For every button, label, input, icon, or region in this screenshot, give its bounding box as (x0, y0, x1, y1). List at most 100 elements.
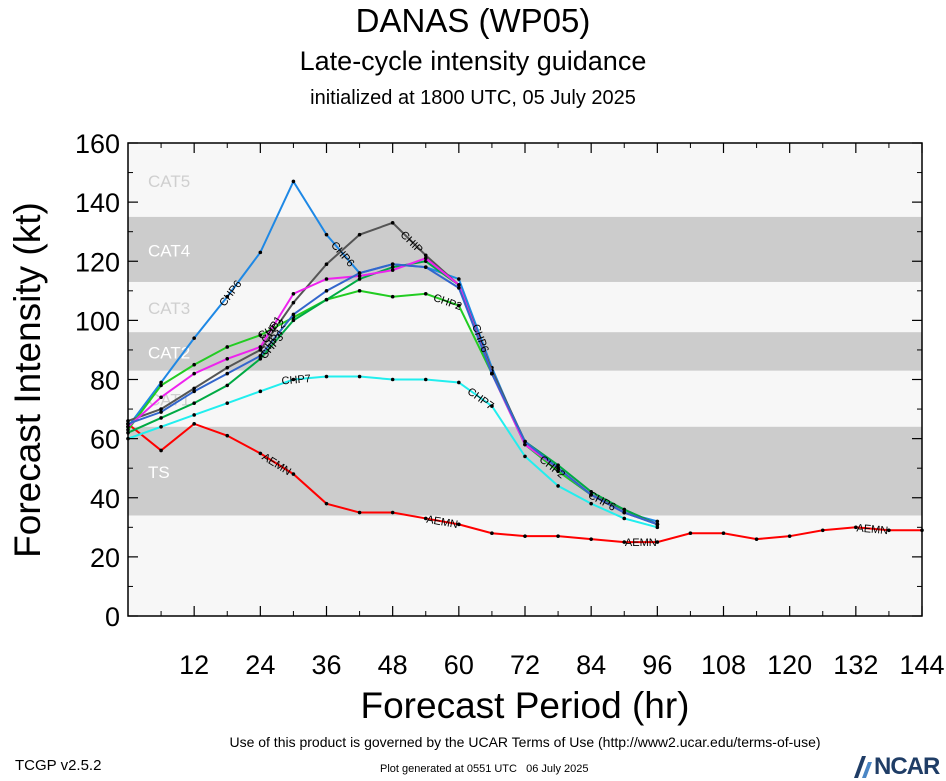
data-point (622, 516, 627, 521)
x-tick-label: 108 (701, 650, 746, 680)
data-point (556, 469, 560, 473)
x-tick-label: 72 (510, 650, 540, 680)
band-cat4 (128, 216, 922, 282)
data-point (854, 525, 858, 530)
data-point (523, 439, 527, 444)
series-label-aemn: AEMN (425, 514, 458, 531)
data-point (556, 463, 560, 468)
data-point (192, 362, 196, 367)
series-label-aemn: AEMN (856, 522, 889, 537)
data-point (258, 357, 263, 361)
data-point (622, 540, 627, 544)
data-point (754, 537, 759, 541)
ncar-logo-mark (854, 756, 872, 778)
data-point (523, 454, 527, 459)
data-point (225, 433, 230, 438)
data-point (291, 318, 296, 323)
x-tick-label: 84 (576, 650, 606, 680)
terms-of-use: Use of this product is governed by the U… (229, 734, 821, 750)
data-point (556, 466, 560, 470)
data-point (490, 371, 494, 376)
data-point (159, 380, 163, 385)
x-tick-label: 12 (179, 650, 209, 680)
data-point (589, 490, 593, 494)
data-point (622, 510, 627, 515)
x-tick-label: 36 (311, 650, 341, 680)
data-point (887, 528, 891, 533)
data-point (688, 531, 693, 536)
data-point (655, 522, 660, 527)
plot-area (128, 143, 922, 616)
data-point (159, 395, 163, 400)
data-point (423, 253, 428, 258)
data-point (258, 389, 263, 394)
data-point (258, 345, 263, 349)
chart-title: DANAS (WP05) (355, 2, 591, 39)
data-point (490, 531, 494, 536)
data-point (291, 472, 296, 476)
data-point (390, 268, 395, 272)
data-point (258, 348, 263, 352)
data-point (622, 507, 627, 512)
data-point (357, 289, 362, 293)
data-point (225, 345, 230, 349)
data-point (225, 357, 230, 361)
data-point (457, 380, 461, 385)
data-point (291, 179, 296, 184)
data-point (225, 294, 230, 299)
data-point (357, 274, 362, 278)
y-tick-label: 160 (75, 129, 120, 159)
data-point (192, 401, 196, 405)
data-point (192, 389, 196, 394)
data-point (523, 442, 527, 447)
data-point (324, 232, 329, 237)
generated-time: Plot generated at 0551 UTC 06 July 2025 (380, 763, 589, 775)
x-tick-label: 48 (378, 650, 408, 680)
data-point (291, 300, 296, 305)
data-point (423, 516, 428, 521)
x-tick-label: 132 (833, 650, 878, 680)
data-point (159, 410, 163, 414)
band-label-cat3: CAT3 (148, 299, 190, 318)
x-tick-label: 96 (642, 650, 672, 680)
ncar-logo: NCAR (852, 752, 946, 780)
y-tick-label: 0 (105, 602, 120, 632)
data-point (655, 525, 660, 530)
y-tick-label: 140 (75, 188, 120, 218)
data-point (192, 422, 196, 426)
data-point (589, 537, 593, 541)
data-point (357, 271, 362, 275)
band-label-cat5: CAT5 (148, 172, 190, 191)
data-point (787, 534, 792, 538)
data-point (457, 522, 461, 527)
data-point (225, 371, 230, 376)
data-point (423, 256, 428, 261)
data-point (423, 265, 428, 269)
data-point (258, 250, 263, 255)
y-tick-label: 80 (90, 366, 120, 396)
data-point (390, 221, 395, 225)
data-point (589, 492, 593, 497)
data-point (258, 354, 263, 358)
data-point (655, 540, 660, 544)
x-tick-label: 120 (767, 650, 812, 680)
data-point (390, 265, 395, 269)
data-point (721, 531, 726, 536)
data-point (390, 262, 395, 267)
y-tick-label: 40 (90, 484, 120, 514)
data-point (357, 277, 362, 281)
data-point (457, 277, 461, 281)
y-tick-label: 100 (75, 306, 120, 336)
logo-text: NCAR (874, 753, 940, 780)
data-point (324, 297, 329, 302)
band-label-cat1: CAT1 (148, 391, 190, 410)
data-point (490, 404, 494, 408)
data-point (192, 386, 196, 391)
data-point (324, 277, 329, 281)
data-point (291, 291, 296, 296)
data-point (159, 416, 163, 420)
data-point (457, 303, 461, 308)
x-axis-label: Forecast Period (hr) (361, 685, 690, 726)
data-point (655, 519, 660, 524)
